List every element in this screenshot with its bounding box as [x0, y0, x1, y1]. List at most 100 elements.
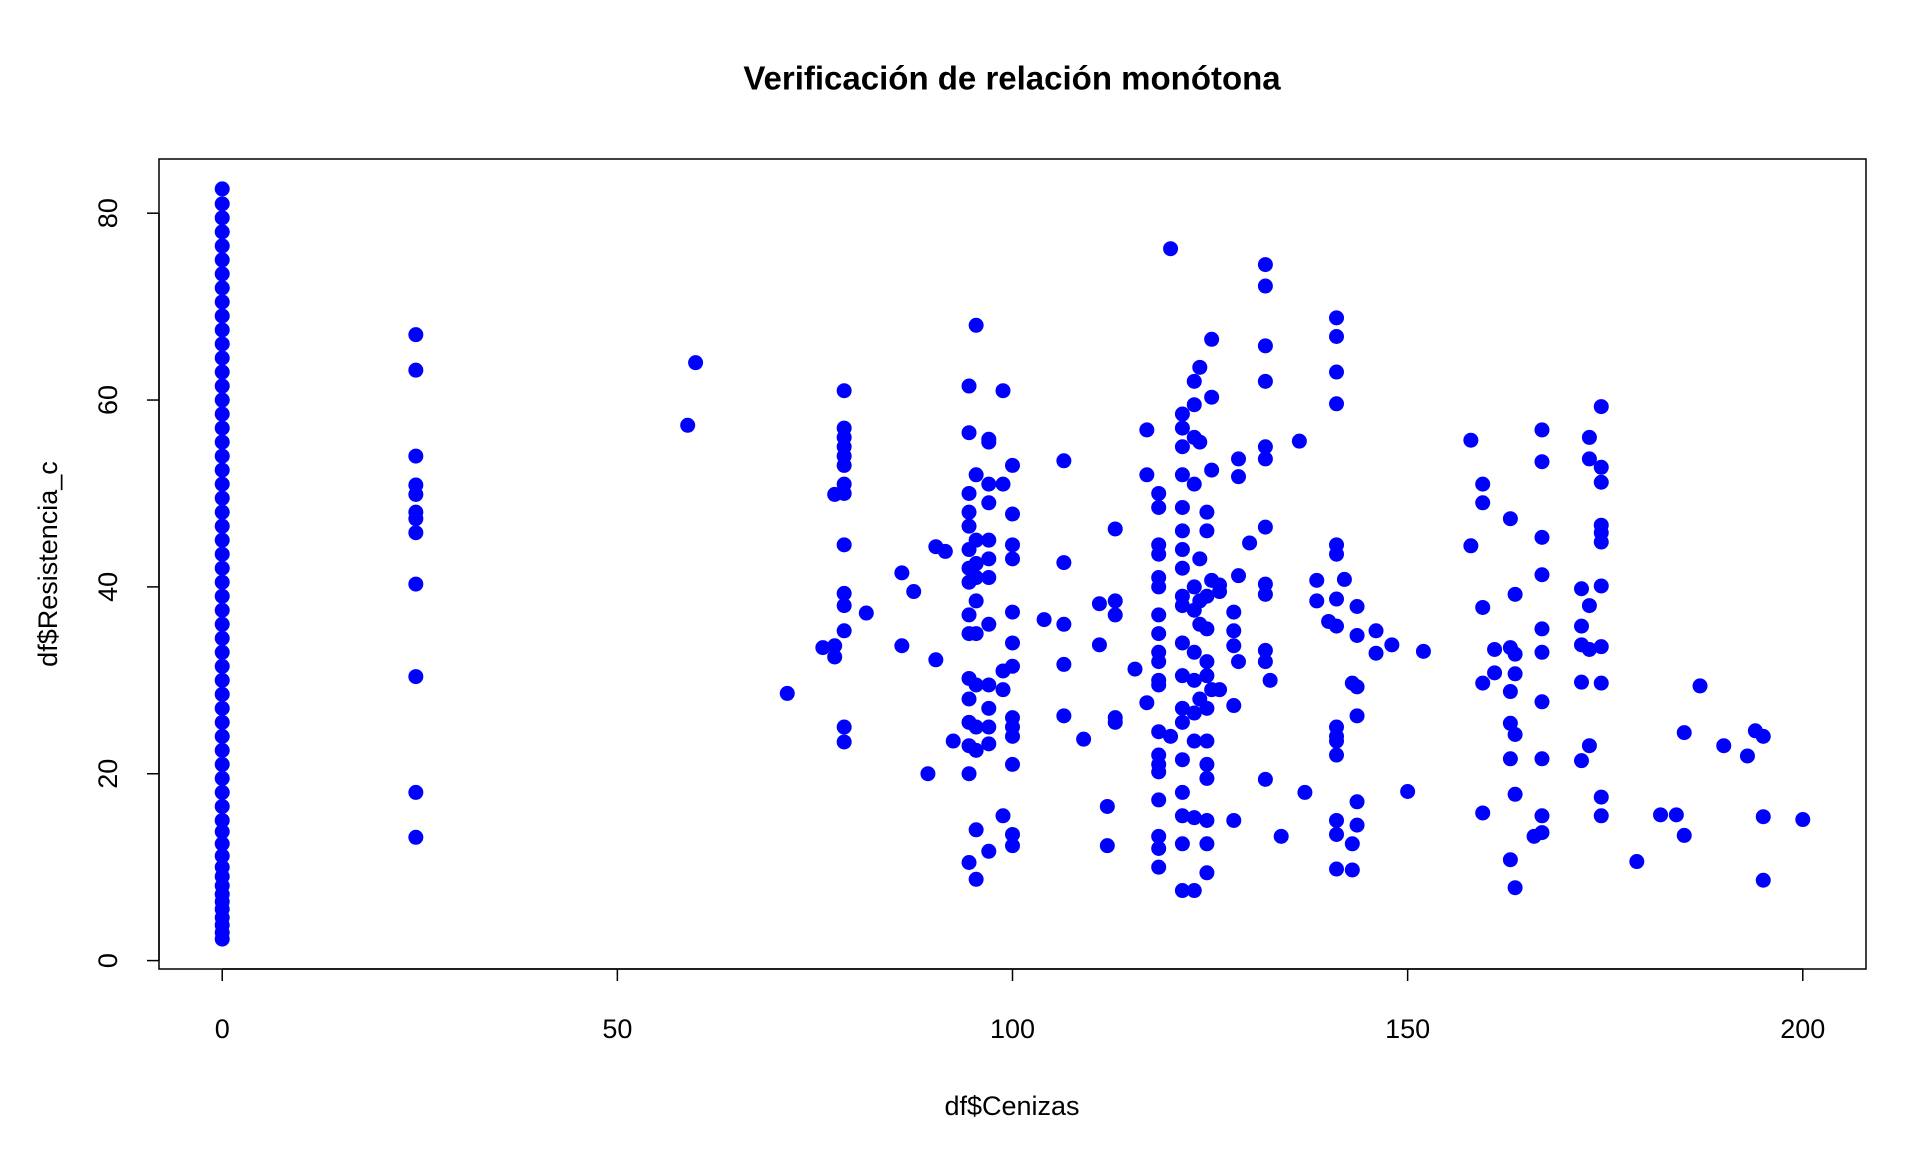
- point: [1257, 373, 1273, 389]
- point: [1344, 836, 1360, 852]
- point: [815, 640, 831, 656]
- point: [968, 677, 984, 693]
- point: [1534, 567, 1550, 583]
- point: [214, 350, 230, 366]
- point: [836, 485, 852, 501]
- point: [1329, 396, 1345, 412]
- point: [1502, 852, 1518, 868]
- point: [214, 462, 230, 478]
- point: [1349, 794, 1365, 810]
- point: [1475, 805, 1491, 821]
- point: [1534, 621, 1550, 637]
- point: [1226, 604, 1242, 620]
- point: [214, 812, 230, 828]
- point: [1574, 581, 1589, 597]
- point: [1199, 654, 1215, 670]
- point: [968, 317, 984, 333]
- point: [214, 574, 230, 590]
- point: [1716, 738, 1732, 754]
- point: [1668, 807, 1684, 823]
- point: [1534, 808, 1550, 824]
- point: [214, 392, 230, 408]
- point: [961, 425, 977, 441]
- point: [1507, 727, 1523, 743]
- point: [1005, 551, 1020, 567]
- point: [1186, 644, 1202, 660]
- point: [1502, 511, 1518, 527]
- point: [981, 431, 997, 447]
- point: [408, 362, 424, 378]
- y-tick-label: 80: [93, 198, 123, 228]
- y-tick-label: 60: [93, 385, 123, 415]
- point: [214, 714, 230, 730]
- point: [214, 770, 230, 786]
- point: [894, 565, 910, 581]
- point: [1005, 756, 1020, 772]
- point: [968, 593, 984, 609]
- point: [961, 378, 977, 394]
- point: [214, 560, 230, 576]
- point: [1107, 593, 1123, 609]
- point: [995, 682, 1011, 698]
- point: [1199, 770, 1215, 786]
- point: [1151, 485, 1167, 501]
- y-tick-label: 20: [93, 759, 123, 789]
- point: [214, 728, 230, 744]
- point: [1349, 627, 1365, 643]
- point: [1036, 612, 1052, 628]
- point: [981, 677, 997, 693]
- point: [1151, 677, 1167, 693]
- point: [1329, 861, 1345, 877]
- point: [1204, 389, 1220, 405]
- point: [1384, 637, 1400, 653]
- point: [1593, 534, 1609, 550]
- point: [1174, 714, 1190, 730]
- point: [1107, 607, 1123, 623]
- point: [1349, 817, 1365, 833]
- point: [836, 457, 852, 473]
- point: [1534, 422, 1550, 438]
- point: [1593, 639, 1609, 655]
- point: [937, 543, 953, 559]
- point: [1231, 451, 1247, 467]
- point: [214, 616, 230, 632]
- point: [1415, 643, 1431, 659]
- point: [1091, 637, 1107, 653]
- point: [1257, 278, 1273, 294]
- point: [968, 467, 984, 483]
- point: [1574, 674, 1589, 690]
- point: [1574, 753, 1589, 769]
- point: [214, 658, 230, 674]
- point: [1139, 422, 1155, 438]
- point: [1005, 826, 1020, 842]
- point: [680, 417, 696, 433]
- point: [1151, 654, 1167, 670]
- point: [1199, 812, 1215, 828]
- point: [968, 822, 984, 838]
- point: [1186, 476, 1202, 492]
- point: [1329, 812, 1345, 828]
- point: [1574, 618, 1589, 634]
- point: [1257, 439, 1273, 455]
- point: [1309, 572, 1325, 588]
- point: [1349, 708, 1365, 724]
- point: [214, 686, 230, 702]
- point: [214, 848, 230, 864]
- point: [1192, 551, 1208, 567]
- x-tick-label: 50: [602, 1014, 632, 1044]
- point: [968, 871, 984, 887]
- point: [961, 854, 977, 870]
- x-tick-label: 150: [1385, 1014, 1430, 1044]
- point: [1212, 577, 1228, 593]
- point: [214, 836, 230, 852]
- point: [1463, 432, 1479, 448]
- point: [968, 556, 984, 572]
- point: [1186, 397, 1202, 413]
- point: [1151, 764, 1167, 780]
- point: [1297, 784, 1313, 800]
- point: [981, 616, 997, 632]
- point: [1755, 872, 1771, 888]
- point: [1005, 658, 1020, 674]
- point: [1507, 666, 1523, 682]
- point: [214, 196, 230, 212]
